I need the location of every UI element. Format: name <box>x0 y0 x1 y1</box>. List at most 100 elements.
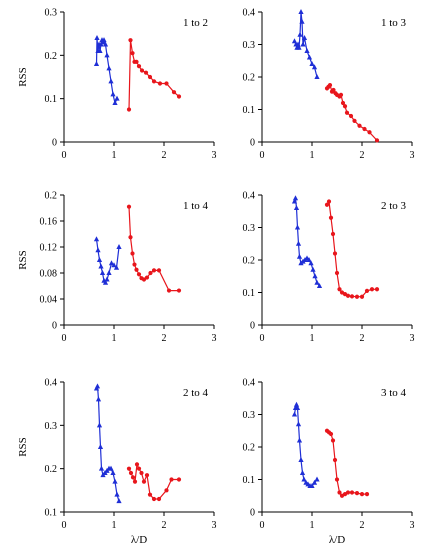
blue-triangle-point <box>314 74 320 79</box>
panel-label: 2 to 3 <box>381 200 407 212</box>
x-tick-label: 1 <box>112 520 117 531</box>
red-circle-point <box>128 38 133 43</box>
red-circle-point <box>126 204 132 209</box>
blue-triangle-point <box>108 78 114 84</box>
x-tick-label: 2 <box>162 520 167 531</box>
x-tick-label: 0 <box>260 333 265 344</box>
blue-triangle-point <box>295 240 302 246</box>
y-tick-label: 0.3 <box>45 421 58 432</box>
blue-triangle-point <box>98 263 104 269</box>
panel-2-to-4: 0.1 0.2 0.3 0.4 0 1 2 3 2 to 4 RSS λ/D <box>17 378 217 547</box>
y-tick-label: 0.08 <box>40 269 58 280</box>
red-circle-point <box>354 294 360 299</box>
panel-3-to-4: 0 0.1 0.2 0.3 0.4 0 1 2 3 3 to 4 λ/D <box>243 378 415 547</box>
y-tick-label: 0.3 <box>45 8 58 19</box>
red-circle-point <box>324 202 330 207</box>
blue-triangle-point <box>108 465 114 471</box>
x-tick-label: 2 <box>360 520 365 531</box>
red-circle-point <box>136 466 142 471</box>
blue-triangle-point <box>110 470 116 475</box>
blue-triangle-point <box>309 61 315 66</box>
blue-triangle-point <box>311 64 318 70</box>
red-circle-point <box>128 470 134 476</box>
red-circle-point <box>134 267 139 272</box>
y-tick-label: 0.4 <box>243 8 256 19</box>
y-tick-label: 0.16 <box>40 217 58 228</box>
red-circle-point <box>330 231 336 237</box>
y-tick-label: 0.2 <box>45 51 58 62</box>
panel-2-to-3: 0 0.1 0.2 0.3 0.4 0 1 2 3 2 to 3 <box>243 191 415 345</box>
panel-label: 1 to 2 <box>183 17 208 29</box>
red-circle-point <box>126 107 132 112</box>
blue-triangle-point <box>116 244 122 249</box>
x-tick-label: 2 <box>162 150 167 161</box>
red-circle-point <box>349 490 355 495</box>
red-circle-point <box>156 268 162 273</box>
blue-series-line <box>293 402 318 487</box>
red-circle-point <box>354 491 360 496</box>
x-tick-label: 3 <box>410 150 415 161</box>
blue-triangle-point <box>94 35 100 40</box>
blue-triangle-point <box>291 411 298 417</box>
red-circle-point <box>166 288 172 293</box>
red-circle-point <box>349 294 355 299</box>
red-circle-point <box>332 457 338 463</box>
red-circle-point <box>331 87 336 93</box>
red-circle-point <box>337 287 342 292</box>
blue-triangle-point <box>101 37 107 43</box>
y-tick-label: 0.2 <box>45 191 58 202</box>
x-axis-label: λ/D <box>131 534 147 546</box>
blue-triangle-point <box>108 260 115 266</box>
red-circle-point <box>134 462 140 467</box>
blue-triangle-point <box>104 276 110 282</box>
red-circle-point <box>144 473 150 478</box>
y-tick-label: 0 <box>250 321 255 332</box>
blue-triangle-point <box>102 41 109 47</box>
y-tick-label: 0.1 <box>45 508 58 519</box>
blue-triangle-point <box>301 476 307 482</box>
panel-label: 1 to 4 <box>183 200 209 212</box>
red-circle-point <box>369 287 375 292</box>
red-circle-point <box>338 92 344 97</box>
red-circle-point <box>171 90 177 95</box>
blue-triangle-point <box>294 405 301 410</box>
blue-triangle-point <box>106 270 112 275</box>
x-tick-label: 2 <box>360 150 365 161</box>
blue-triangle-point <box>99 270 106 275</box>
blue-triangle-point <box>296 437 303 443</box>
blue-triangle-point <box>93 236 100 242</box>
blue-series-line <box>95 386 120 502</box>
red-circle-point <box>130 51 135 56</box>
blue-triangle-point <box>96 422 103 428</box>
x-tick-label: 1 <box>310 333 315 344</box>
blue-triangle-point <box>294 224 301 230</box>
red-circle-point <box>151 79 157 84</box>
blue-triangle-point <box>95 247 101 253</box>
blue-triangle-point <box>110 91 116 97</box>
x-tick-label: 1 <box>112 333 117 344</box>
red-circle-point <box>348 113 354 119</box>
blue-triangle-point <box>310 266 316 272</box>
red-circle-point <box>132 479 138 484</box>
red-circle-point <box>126 466 132 471</box>
x-tick-label: 3 <box>212 150 217 161</box>
x-tick-label: 2 <box>360 333 365 344</box>
y-tick-label: 0.4 <box>243 378 256 389</box>
red-circle-point <box>328 431 334 437</box>
red-circle-point <box>139 68 145 73</box>
red-circle-point <box>359 492 365 497</box>
blue-triangle-point <box>309 483 315 488</box>
y-tick-label: 0.04 <box>40 295 58 306</box>
blue-triangle-point <box>106 65 112 71</box>
red-circle-point <box>327 83 333 88</box>
red-circle-point <box>151 268 157 273</box>
red-circle-point <box>128 235 133 240</box>
red-circle-point <box>136 64 142 69</box>
blue-triangle-point <box>316 283 323 288</box>
blue-triangle-point <box>291 198 298 204</box>
blue-triangle-point <box>93 61 100 66</box>
red-circle-point <box>364 288 370 293</box>
blue-triangle-point <box>299 470 306 475</box>
blue-triangle-point <box>311 479 318 485</box>
red-circle-point <box>328 215 334 220</box>
